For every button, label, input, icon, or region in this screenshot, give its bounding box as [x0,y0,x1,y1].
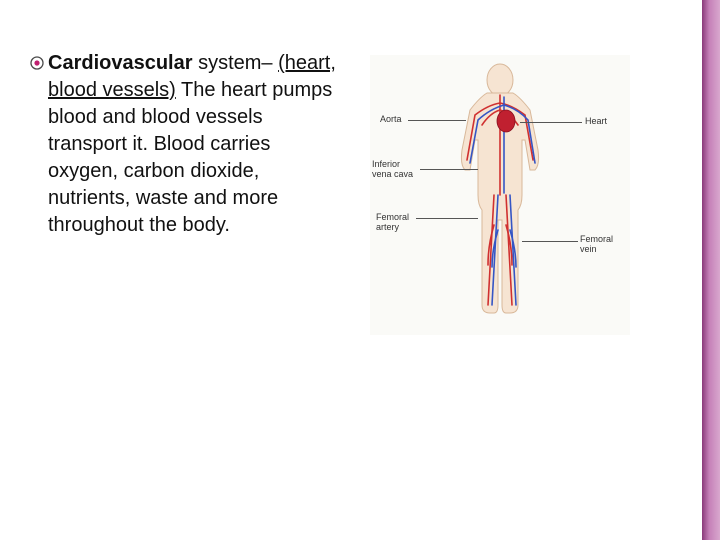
cardiovascular-diagram: Aorta Heart Inferior vena cava Femoral a… [370,55,630,335]
title-rest: system– [193,52,279,74]
leader-femoral-vein [522,241,578,242]
leader-ivc [420,169,478,170]
main-text-block: Cardiovascular system– (heart, blood ves… [30,50,340,239]
paragraph: Cardiovascular system– (heart, blood ves… [48,50,340,239]
leader-femoral-artery [416,218,478,219]
label-heart: Heart [585,117,607,127]
leader-heart [520,122,582,123]
body-figure [370,55,630,335]
label-femoral-artery: Femoral artery [376,213,409,233]
title-bold: Cardiovascular [48,52,193,74]
body-text: The heart pumps blood and blood vessels … [48,79,332,236]
bullet-icon [30,56,44,70]
label-femoral-vein: Femoral vein [580,235,613,255]
leader-aorta [408,120,466,121]
label-inferior-vena-cava: Inferior vena cava [372,160,413,180]
label-aorta: Aorta [380,115,402,125]
accent-bar [702,0,720,540]
